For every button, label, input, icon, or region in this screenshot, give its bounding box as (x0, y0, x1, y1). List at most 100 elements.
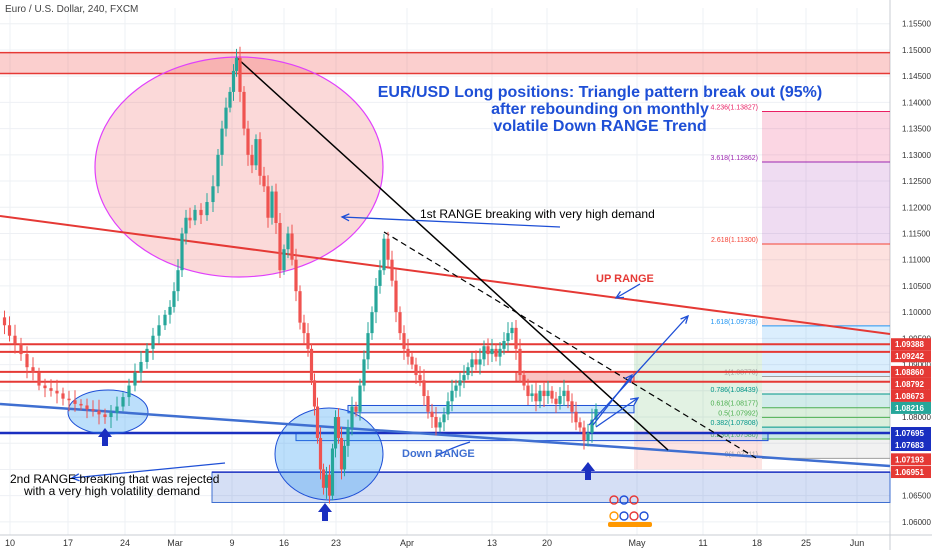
y-tick-label: 1.11000 (902, 256, 931, 265)
pointer-arrow-range2-head (70, 473, 80, 482)
pointer-arrow-uprange (615, 283, 641, 299)
candle-body (306, 333, 310, 349)
candle-body (321, 469, 326, 488)
logo-ring (609, 511, 619, 521)
price-label: 1.09242 (895, 352, 924, 361)
candle-body (446, 401, 450, 415)
candle-body (430, 411, 434, 418)
candle-body (121, 397, 125, 407)
fib-label: 0.382(1.07808) (711, 420, 758, 427)
candle-body (145, 348, 149, 362)
y-tick-label: 1.15000 (902, 46, 931, 55)
candle-body (109, 412, 113, 418)
projection-arrow (595, 397, 639, 428)
y-tick-label: 1.14500 (902, 72, 931, 81)
fib-zone (762, 393, 890, 408)
pointer-arrow-range1 (341, 216, 561, 228)
candle-body (250, 154, 254, 166)
price-label-bg (891, 401, 931, 414)
price-label: 1.08673 (895, 392, 924, 401)
fib-label: 0.618(1.08177) (711, 401, 758, 408)
logo-ring (619, 495, 629, 505)
fib-label: 1(1.08773) (724, 369, 758, 376)
candle-body (115, 406, 119, 413)
candle-body (238, 57, 242, 92)
candle-body (474, 359, 478, 365)
candle-body (224, 107, 228, 129)
candle-body (574, 411, 578, 423)
candle-body (31, 367, 35, 373)
main-annotation: EUR/USD Long positions: Triangle pattern… (377, 84, 823, 135)
candle-body (246, 128, 250, 155)
candle-body (438, 422, 442, 428)
candle-body (458, 380, 462, 386)
candle-body (19, 343, 23, 355)
candle-body (594, 409, 598, 420)
candle-body (566, 390, 570, 402)
y-tick-label: 1.14000 (902, 98, 931, 107)
candle-body (67, 398, 71, 401)
candle-body (309, 348, 314, 381)
x-tick-label: 17 (63, 538, 73, 548)
candle-body (188, 217, 192, 221)
candle-body (49, 388, 53, 391)
x-tick-label: 24 (120, 538, 130, 548)
x-tick-label: 16 (279, 538, 289, 548)
candle-body (163, 314, 167, 326)
price-label-bg (891, 453, 931, 466)
projection-arrow-head (680, 314, 690, 324)
x-tick-label: Apr (400, 538, 414, 548)
range2-annotation-line1: 2nd RANGE breaking that was rejected (10, 472, 219, 486)
candle-body (470, 359, 474, 368)
candle-body (466, 367, 470, 376)
candle-body (258, 139, 262, 176)
logo-ring (629, 511, 639, 521)
candle-body (442, 414, 446, 423)
candle-body (586, 432, 590, 441)
candle-body (582, 427, 586, 441)
candle-body (339, 437, 344, 470)
x-tick-label: 13 (487, 538, 497, 548)
price-label: 1.07683 (895, 441, 924, 450)
candle-body (546, 390, 550, 397)
candle-body (336, 417, 341, 438)
range2-annotation-line2: with a very high volatility demand (23, 484, 200, 498)
candle-body (7, 325, 12, 336)
y-tick-label: 1.13500 (902, 125, 931, 134)
candle-body (398, 312, 402, 334)
candle-body (172, 291, 176, 307)
candle-body (205, 202, 209, 216)
candle-body (315, 406, 320, 438)
x-tick-label: 18 (752, 538, 762, 548)
price-label-bg (891, 365, 931, 378)
logo-ring (639, 511, 649, 521)
candle-body (228, 91, 232, 108)
candle-body (139, 361, 143, 373)
candle-body (590, 419, 594, 433)
fib-label: 4.236(1.13827) (711, 104, 758, 111)
candle-body (318, 437, 323, 470)
candle-body (486, 346, 490, 355)
candle-body (386, 238, 390, 260)
candle-body (350, 406, 354, 428)
candle-body (530, 393, 534, 397)
candle-body (270, 191, 274, 218)
symbol-title: Euro / U.S. Dollar, 240, FXCM (5, 4, 139, 15)
price-label-bg (891, 466, 931, 479)
candle-body (193, 209, 197, 221)
x-tick-label: 25 (801, 538, 811, 548)
price-label: 1.06951 (895, 468, 924, 477)
candle-body (282, 249, 286, 271)
candle-body (414, 364, 418, 376)
candle-body (211, 186, 215, 203)
top-ellipse (94, 56, 384, 278)
candle-body (266, 186, 270, 218)
candle-body (490, 348, 494, 355)
candle-body (2, 317, 7, 326)
candle-body (550, 390, 554, 399)
logo-ring (619, 511, 629, 521)
candle-body (254, 139, 258, 166)
candle-body (406, 348, 410, 357)
candle-body (37, 372, 41, 386)
candle-body (478, 359, 482, 365)
